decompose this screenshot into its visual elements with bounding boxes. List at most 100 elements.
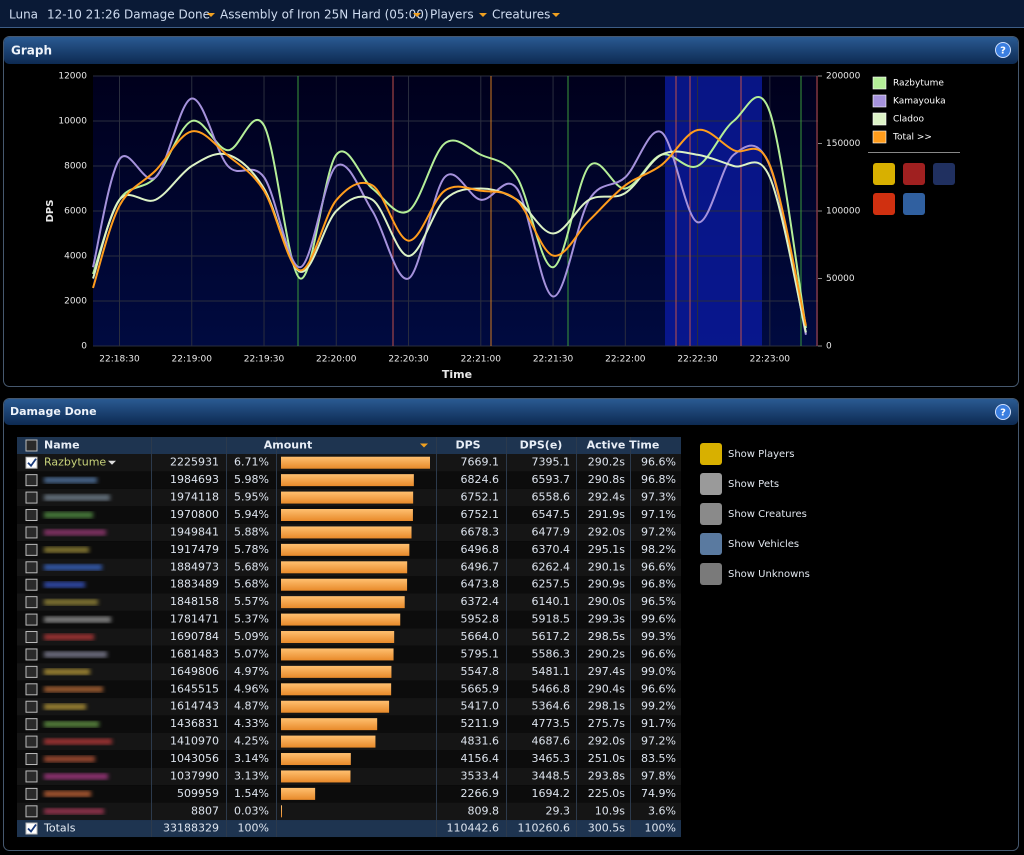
active-time: 290.2s	[588, 647, 625, 660]
series-line	[92, 97, 807, 335]
active-percent: 99.6%	[641, 613, 676, 626]
dropdown-arrow[interactable]	[479, 13, 487, 17]
checkbox[interactable]	[25, 753, 38, 766]
top-bar-item[interactable]: Damage Done	[124, 8, 210, 22]
checkbox[interactable]	[25, 596, 38, 609]
checkbox[interactable]	[25, 700, 38, 713]
help-button[interactable]	[995, 404, 1011, 420]
sidebar-icon[interactable]	[700, 533, 722, 555]
amount: 1883489	[170, 578, 219, 591]
legend-label[interactable]: Cladoo	[893, 115, 925, 125]
dps: 5417.0	[461, 700, 500, 713]
help-icon[interactable]: ?	[1000, 46, 1006, 57]
dps: 6496.7	[461, 560, 500, 573]
help-button[interactable]	[995, 42, 1011, 58]
active-time: 292.4s	[588, 491, 625, 504]
active-time: 292.0s	[588, 525, 625, 538]
checkbox[interactable]	[25, 613, 38, 626]
active-percent: 83.5%	[641, 752, 676, 765]
help-icon[interactable]: ?	[1000, 408, 1006, 419]
checkmark[interactable]	[27, 458, 37, 468]
amount: 33188329	[163, 822, 219, 835]
tool-icon[interactable]	[873, 193, 895, 215]
legend-swatch[interactable]	[872, 130, 887, 144]
tool-icon[interactable]	[933, 163, 955, 185]
active-percent: 96.8%	[641, 473, 676, 486]
sidebar-button[interactable]: Show Vehicles	[728, 539, 799, 550]
y2-tick-label: 0	[826, 342, 832, 352]
x-tick-label: 22:21:00	[461, 355, 502, 365]
checkbox[interactable]	[25, 665, 38, 678]
top-bar-item[interactable]: Assembly of Iron 25N Hard (05:00)	[220, 8, 429, 22]
active-time: 290.1s	[588, 560, 625, 573]
y-tick-label: 8000	[64, 162, 87, 172]
checkbox[interactable]	[25, 456, 38, 469]
checkbox[interactable]	[25, 718, 38, 731]
y-tick-label: 10000	[58, 117, 87, 127]
checkbox[interactable]	[25, 491, 38, 504]
tool-icon[interactable]	[873, 163, 895, 185]
amount-bar	[281, 665, 392, 678]
sidebar-icon[interactable]	[700, 503, 722, 525]
dropdown-arrow[interactable]	[420, 443, 428, 448]
tool-icon[interactable]	[903, 163, 925, 185]
dps: 4156.4	[461, 752, 500, 765]
checkbox[interactable]	[25, 631, 38, 644]
sidebar-button[interactable]: Show Creatures	[728, 509, 807, 520]
checkbox[interactable]	[25, 578, 38, 591]
legend-label[interactable]: Total >>	[892, 133, 932, 143]
amount: 1884973	[170, 560, 219, 573]
checkbox[interactable]	[25, 543, 38, 556]
column-header[interactable]: DPS(e)	[520, 439, 563, 452]
checkbox[interactable]	[25, 735, 38, 748]
column-header[interactable]: Active Time	[587, 439, 660, 452]
sidebar-icon[interactable]	[700, 473, 722, 495]
percent: 5.98%	[234, 473, 269, 486]
column-header[interactable]: DPS	[455, 439, 480, 452]
dropdown-arrow[interactable]	[207, 13, 215, 17]
legend-swatch[interactable]	[872, 112, 887, 126]
checkbox[interactable]	[25, 526, 38, 539]
x-tick-label: 22:23:00	[750, 355, 791, 365]
active-percent: 100%	[645, 822, 676, 835]
active-time: 295.1s	[588, 543, 625, 556]
top-bar-item[interactable]: Players	[430, 8, 474, 22]
dropdown-arrow[interactable]	[552, 13, 560, 17]
checkbox[interactable]	[25, 770, 38, 783]
legend-label[interactable]: Razbytume	[893, 79, 944, 89]
column-header[interactable]: Amount	[264, 439, 312, 452]
checkbox[interactable]	[25, 474, 38, 487]
legend-swatch[interactable]	[872, 94, 887, 108]
sidebar-icon[interactable]	[700, 563, 722, 585]
checkbox[interactable]	[25, 439, 38, 452]
sidebar-button[interactable]: Show Unknowns	[728, 569, 810, 580]
checkbox[interactable]	[25, 805, 38, 818]
series-line	[92, 128, 807, 326]
checkbox[interactable]	[25, 509, 38, 522]
dropdown-arrow[interactable]	[108, 460, 116, 465]
checkbox[interactable]	[25, 561, 38, 574]
sidebar-button[interactable]: Show Players	[728, 449, 795, 460]
sidebar-icon[interactable]	[700, 443, 722, 465]
dropdown-arrow[interactable]	[413, 13, 421, 17]
tool-icon[interactable]	[903, 193, 925, 215]
checkbox[interactable]	[25, 683, 38, 696]
dps-effective: 6140.1	[532, 595, 571, 608]
checkmark[interactable]	[27, 824, 37, 833]
column-header[interactable]: Name	[44, 439, 80, 452]
legend-label[interactable]: Kamayouka	[893, 97, 946, 107]
dps: 6473.8	[461, 578, 500, 591]
player-name[interactable]: Razbytume	[44, 456, 106, 469]
y-tick-label: 12000	[58, 72, 87, 82]
active-percent: 91.7%	[641, 717, 676, 730]
legend-swatch[interactable]	[872, 76, 887, 90]
hidden-name	[44, 790, 91, 797]
amount-bar	[281, 805, 282, 818]
amount: 1917479	[170, 543, 219, 556]
checkbox[interactable]	[25, 822, 38, 835]
sidebar-button[interactable]: Show Pets	[728, 479, 779, 490]
checkbox[interactable]	[25, 787, 38, 800]
checkbox[interactable]	[25, 648, 38, 661]
top-bar-item[interactable]: Creatures	[492, 8, 550, 22]
graph-tool-icons[interactable]	[873, 163, 955, 215]
